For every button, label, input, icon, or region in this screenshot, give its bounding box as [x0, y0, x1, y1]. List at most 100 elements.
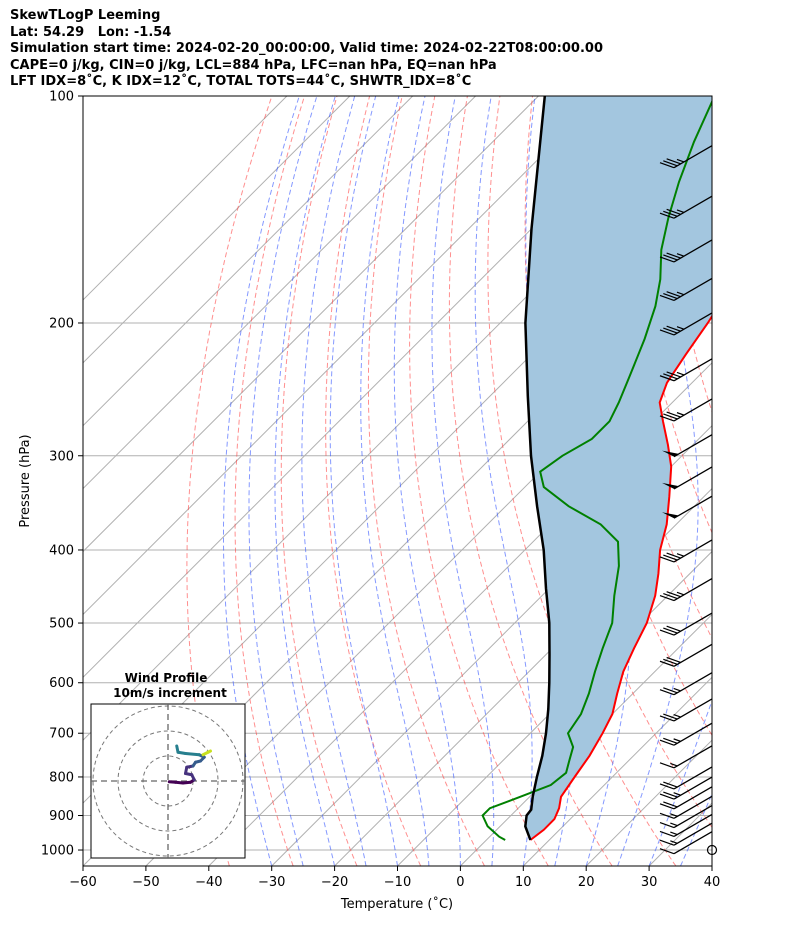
wind-barb-staff — [673, 398, 713, 422]
wind-barb-full — [659, 375, 675, 382]
wind-barb — [659, 766, 713, 790]
x-tick-label: 20 — [578, 875, 595, 890]
wind-barb-full — [659, 839, 675, 846]
wind-barb-half — [676, 209, 685, 213]
wind-barb-half — [673, 687, 681, 692]
x-tick-label: −50 — [132, 875, 159, 890]
isotherm-line — [83, 96, 414, 427]
x-tick-label: −60 — [69, 875, 96, 890]
wind-barb-full — [659, 329, 675, 336]
wind-barb-full — [659, 803, 675, 810]
wind-barb-full — [659, 783, 675, 790]
wind-barb-full — [663, 413, 678, 420]
wind-barb — [659, 312, 713, 336]
wind-barb — [659, 795, 713, 819]
wind-barb-full — [663, 658, 678, 665]
wind-barb — [662, 434, 713, 458]
wind-barb-staff — [673, 612, 713, 636]
wind-barb-half — [676, 553, 685, 557]
wind-barb-staff — [673, 466, 713, 490]
wind-barb-full — [659, 830, 675, 838]
wind-barb — [662, 495, 713, 519]
wind-barb-half — [676, 291, 685, 296]
hodograph-inset: Wind Profile 10m/s increment — [90, 671, 246, 859]
wind-barb-full — [663, 737, 678, 744]
wind-barb — [706, 844, 718, 856]
isotherm-line — [145, 299, 712, 866]
dry-adiabat-line — [280, 96, 358, 866]
wind-barb-staff — [673, 822, 713, 846]
temperature-profile-line — [529, 314, 712, 841]
cape-fill-layer — [525, 96, 712, 840]
dry-adiabat-line — [409, 96, 549, 866]
wind-barb-flag — [662, 512, 679, 519]
wind-barb-full — [659, 660, 675, 667]
dry-adiabat-line — [448, 96, 613, 866]
isotherm-line — [334, 487, 712, 866]
wind-barb-half — [676, 371, 685, 376]
wind-barb-full — [666, 371, 681, 378]
dry-adiabat-line — [325, 96, 422, 866]
chart-title: SkewTLogP Leeming — [10, 8, 161, 23]
dewpoint-profile-line — [481, 99, 712, 841]
wind-barb-full — [659, 793, 675, 800]
isotherm-line — [522, 676, 712, 866]
isotherm-line — [83, 96, 602, 616]
wind-barb-full — [659, 415, 675, 422]
wind-barb-full — [663, 554, 678, 561]
wind-barb-full — [659, 739, 675, 746]
wind-barb — [659, 239, 713, 263]
wind-barb-full — [659, 162, 675, 169]
wind-barb-full — [666, 552, 681, 559]
x-tick-label: 30 — [641, 875, 658, 890]
x-tick-label: −10 — [384, 875, 411, 890]
wind-barb — [659, 745, 713, 769]
index-line: LFT IDX=8˚C, K IDX=12˚C, TOTAL TOTS=44˚C… — [10, 74, 472, 89]
wind-barb-full — [659, 762, 675, 769]
time-line: Simulation start time: 2024-02-20_00:00:… — [10, 41, 603, 56]
y-tick-label: 400 — [49, 543, 74, 558]
parcel-profile-line — [524, 96, 551, 841]
wind-barb — [659, 822, 713, 846]
isotherm-line — [397, 550, 712, 866]
wind-barb-half — [673, 792, 681, 796]
moist-adiabat-line — [648, 699, 712, 866]
wind-barb-full — [659, 821, 675, 829]
x-tick-label: −20 — [321, 875, 348, 890]
x-tick-label: 0 — [456, 875, 464, 890]
y-tick-label: 600 — [49, 676, 74, 691]
wind-barb-half — [673, 738, 681, 742]
wind-barb — [659, 786, 713, 810]
wind-barb-full — [663, 713, 678, 720]
x-tick-label: 10 — [515, 875, 532, 890]
wind-barb-half — [670, 762, 678, 767]
wind-barb-flag — [662, 450, 679, 457]
moist-adiabat-line — [431, 96, 495, 866]
wind-barb-calm — [706, 844, 718, 856]
wind-barb — [659, 612, 713, 636]
wind-barb-full — [663, 593, 678, 600]
axis-ticks-layer: −60 −50 −40 −30 −20 −10 0 10 20 30 40 100 200 300 400 5… — [41, 90, 720, 891]
moist-adiabat-line — [744, 96, 794, 866]
hodograph-plot — [91, 704, 245, 858]
wind-barb-full — [659, 812, 675, 819]
wind-barb — [659, 831, 713, 855]
wind-barb-half — [670, 822, 678, 827]
y-tick-label: 500 — [49, 617, 74, 632]
wind-barb — [659, 277, 713, 302]
y-tick-label: 900 — [49, 809, 74, 824]
y-tick-label: 800 — [49, 770, 74, 785]
x-axis-label: Temperature (˚C) — [340, 896, 453, 912]
wind-barb-full — [666, 158, 681, 165]
wind-barb-staff — [673, 813, 713, 838]
wind-barb-half — [676, 253, 685, 257]
wind-barb-staff — [673, 672, 713, 696]
y-axis-label: Pressure (hPa) — [18, 434, 33, 527]
wind-barb-full — [666, 252, 681, 259]
wind-barb — [659, 672, 713, 696]
wind-barb — [659, 358, 713, 382]
x-tick-label: 40 — [704, 875, 721, 890]
wind-barb-half — [676, 412, 685, 416]
y-tick-label: 300 — [49, 449, 74, 464]
